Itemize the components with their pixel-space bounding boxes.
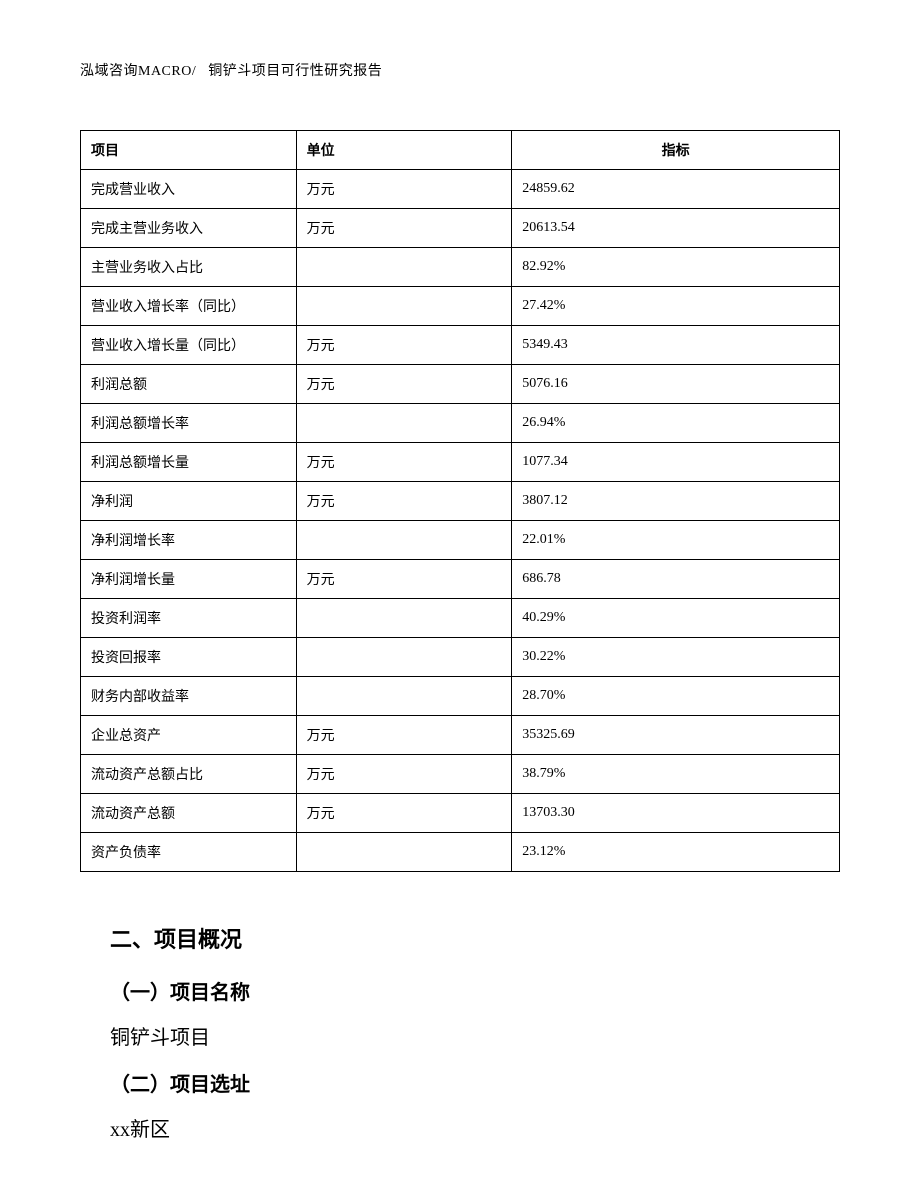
cell-item: 资产负债率 [81,833,297,872]
cell-item: 利润总额增长量 [81,443,297,482]
cell-value: 38.79% [512,755,840,794]
table-row: 利润总额万元5076.16 [81,365,840,404]
cell-unit: 万元 [296,755,512,794]
table-row: 流动资产总额占比万元38.79% [81,755,840,794]
cell-value: 23.12% [512,833,840,872]
cell-item: 利润总额 [81,365,297,404]
cell-unit [296,521,512,560]
sub-heading-2: （二）项目选址 [110,1068,810,1097]
cell-unit [296,248,512,287]
cell-unit: 万元 [296,365,512,404]
table-row: 净利润增长量万元686.78 [81,560,840,599]
cell-unit [296,287,512,326]
project-name-text: 铜铲斗项目 [110,1021,810,1050]
cell-value: 686.78 [512,560,840,599]
cell-unit: 万元 [296,716,512,755]
cell-item: 净利润 [81,482,297,521]
table-row: 企业总资产万元35325.69 [81,716,840,755]
table-row: 利润总额增长量万元1077.34 [81,443,840,482]
body-text: 二、项目概况 （一）项目名称 铜铲斗项目 （二）项目选址 xx新区 [80,922,840,1142]
sub-heading-1: （一）项目名称 [110,976,810,1005]
cell-value: 5076.16 [512,365,840,404]
cell-value: 82.92% [512,248,840,287]
table-row: 投资利润率 40.29% [81,599,840,638]
table-row: 投资回报率 30.22% [81,638,840,677]
table-row: 完成营业收入万元24859.62 [81,170,840,209]
header-right: 铜铲斗项目可行性研究报告 [208,64,382,79]
cell-item: 利润总额增长率 [81,404,297,443]
section-heading: 二、项目概况 [110,922,810,954]
cell-value: 40.29% [512,599,840,638]
table-row: 财务内部收益率 28.70% [81,677,840,716]
cell-value: 20613.54 [512,209,840,248]
table-row: 净利润增长率 22.01% [81,521,840,560]
cell-item: 投资回报率 [81,638,297,677]
cell-unit [296,677,512,716]
cell-unit [296,404,512,443]
cell-unit [296,599,512,638]
table-row: 营业收入增长量（同比）万元5349.43 [81,326,840,365]
cell-unit: 万元 [296,482,512,521]
table-row: 净利润万元3807.12 [81,482,840,521]
cell-value: 30.22% [512,638,840,677]
table-row: 主营业务收入占比 82.92% [81,248,840,287]
cell-value: 35325.69 [512,716,840,755]
table-row: 营业收入增长率（同比） 27.42% [81,287,840,326]
table-row: 资产负债率 23.12% [81,833,840,872]
cell-value: 1077.34 [512,443,840,482]
cell-unit: 万元 [296,170,512,209]
table-row: 利润总额增长率 26.94% [81,404,840,443]
col-header-value: 指标 [512,131,840,170]
cell-value: 26.94% [512,404,840,443]
project-location-text: xx新区 [110,1113,810,1142]
cell-item: 完成主营业务收入 [81,209,297,248]
page: 泓域咨询MACRO/ 铜铲斗项目可行性研究报告 项目 单位 指标 完成营业收入万… [0,0,920,1191]
table-row: 流动资产总额万元13703.30 [81,794,840,833]
cell-item: 主营业务收入占比 [81,248,297,287]
col-header-unit: 单位 [296,131,512,170]
financial-table: 项目 单位 指标 完成营业收入万元24859.62 完成主营业务收入万元2061… [80,130,840,872]
cell-value: 22.01% [512,521,840,560]
table-row: 完成主营业务收入万元20613.54 [81,209,840,248]
cell-unit: 万元 [296,443,512,482]
cell-value: 5349.43 [512,326,840,365]
cell-item: 营业收入增长量（同比） [81,326,297,365]
cell-item: 流动资产总额 [81,794,297,833]
cell-unit [296,833,512,872]
cell-unit: 万元 [296,560,512,599]
cell-value: 28.70% [512,677,840,716]
cell-item: 净利润增长率 [81,521,297,560]
col-header-item: 项目 [81,131,297,170]
cell-unit [296,638,512,677]
cell-item: 企业总资产 [81,716,297,755]
page-header: 泓域咨询MACRO/ 铜铲斗项目可行性研究报告 [80,60,840,80]
cell-item: 投资利润率 [81,599,297,638]
cell-item: 流动资产总额占比 [81,755,297,794]
table-body: 完成营业收入万元24859.62 完成主营业务收入万元20613.54 主营业务… [81,170,840,872]
cell-item: 财务内部收益率 [81,677,297,716]
cell-item: 完成营业收入 [81,170,297,209]
cell-item: 营业收入增长率（同比） [81,287,297,326]
cell-value: 27.42% [512,287,840,326]
cell-value: 13703.30 [512,794,840,833]
header-left: 泓域咨询MACRO/ [80,64,196,79]
cell-unit: 万元 [296,794,512,833]
cell-value: 3807.12 [512,482,840,521]
cell-value: 24859.62 [512,170,840,209]
cell-unit: 万元 [296,326,512,365]
cell-item: 净利润增长量 [81,560,297,599]
cell-unit: 万元 [296,209,512,248]
table-header-row: 项目 单位 指标 [81,131,840,170]
